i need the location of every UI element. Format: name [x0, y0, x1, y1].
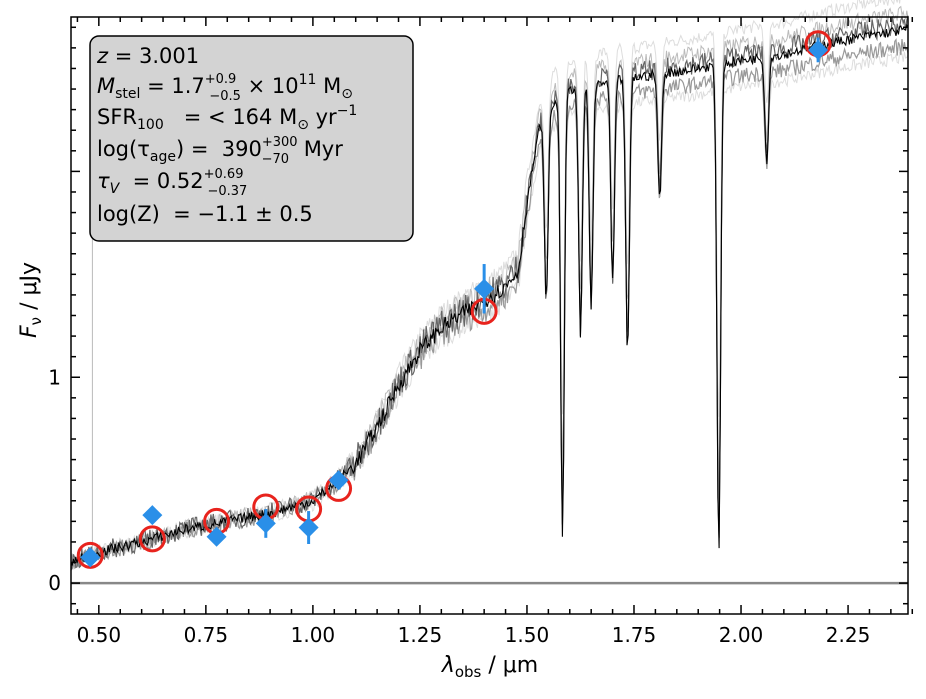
model-photometry-point [138, 525, 166, 553]
y-axis-label: Fν / μJy [17, 262, 45, 338]
x-axis-label: λobs / μm [441, 653, 538, 681]
x-tick-label: 1.25 [398, 623, 443, 647]
observed-photometry-point [255, 513, 276, 534]
observed-photometry-point [206, 526, 227, 547]
dust-line: τV = 0.52+0.69 −0.37 [97, 167, 247, 199]
x-tick-label: 1.75 [612, 623, 657, 647]
observed-photometry-point [298, 517, 319, 538]
posterior-spectrum-sample [70, 5, 909, 570]
observed-photometry-point [142, 505, 163, 526]
x-tick-label: 0.75 [184, 623, 229, 647]
y-tick-label: 1 [48, 365, 61, 389]
fit-parameters-box: z = 3.001 Mstel = 1.7+0.9 −0.5 × 1011 M⊙ … [89, 35, 414, 242]
observed-photometry-point [474, 278, 495, 299]
observed-photometry-point [80, 547, 101, 568]
redshift-line: z = 3.001 [96, 44, 199, 68]
y-tick-label: 0 [48, 571, 61, 595]
axis-ticks [71, 17, 914, 614]
photometry-layer [76, 30, 832, 569]
x-tick-label: 1.00 [291, 623, 336, 647]
metallicity-line: log(Z) = −1.1 ± 0.5 [97, 202, 313, 226]
x-tick-label: 0.50 [77, 623, 122, 647]
x-tick-label: 1.50 [505, 623, 550, 647]
annotation-background [89, 35, 414, 242]
observed-photometry-point [808, 39, 829, 60]
stellar-mass-line: Mstel = 1.7+0.9 −0.5 × 1011 M⊙ [97, 72, 353, 104]
x-tick-label: 2.00 [719, 623, 764, 647]
age-line: log(τage) = 390+300 −70 Myr [97, 135, 343, 167]
sfr-line: SFR100 = < 164 M⊙ yr−1 [97, 103, 357, 133]
observed-photometry-point [328, 470, 349, 491]
tick-labels: 0.50 0.75 1.00 1.25 1.50 1.75 2.00 2.25 0 1 [48, 365, 870, 647]
x-tick-label: 2.25 [826, 623, 871, 647]
